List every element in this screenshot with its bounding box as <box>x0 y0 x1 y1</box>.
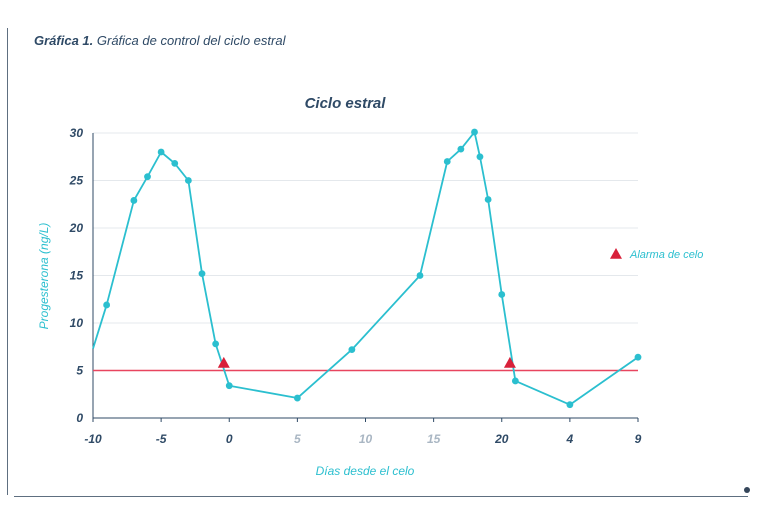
legend-alarm-marker <box>610 248 622 259</box>
caption-text: Gráfica de control del ciclo estral <box>93 33 286 48</box>
alarm-marker <box>503 356 516 368</box>
alarm-marker <box>217 356 230 368</box>
data-point <box>171 160 179 167</box>
data-point <box>634 353 642 361</box>
data-point <box>198 270 206 277</box>
x-tick-label: 10 <box>359 432 373 446</box>
frame-left-border <box>7 28 8 495</box>
y-tick-label: 5 <box>76 364 83 378</box>
y-tick-label: 15 <box>70 269 84 283</box>
progesterone-line <box>92 131 639 406</box>
x-tick-label: 20 <box>494 432 509 446</box>
data-point <box>293 394 301 402</box>
data-point <box>471 128 478 136</box>
legend: Alarma de celo <box>610 248 703 261</box>
data-point <box>484 196 492 203</box>
data-point <box>498 291 506 298</box>
x-tick-label: 4 <box>566 432 574 446</box>
x-tick-label: 0 <box>226 432 233 446</box>
y-tick-label: 30 <box>70 126 84 140</box>
data-point <box>212 340 220 348</box>
data-point <box>566 401 574 409</box>
data-point <box>144 173 151 181</box>
data-point <box>157 148 165 156</box>
legend-alarm-label: Alarma de celo <box>629 249 703 261</box>
data-point <box>184 177 192 184</box>
x-tick-label: -10 <box>84 432 102 446</box>
data-point <box>416 272 424 279</box>
data-point <box>103 301 111 309</box>
x-axis-label: Días desde el celo <box>316 464 415 478</box>
frame-corner-dot <box>744 487 750 493</box>
x-tick-label: 15 <box>427 432 441 446</box>
data-point <box>348 346 356 353</box>
y-tick-label: 0 <box>76 411 83 425</box>
y-tick-label: 25 <box>69 174 84 188</box>
y-tick-label: 20 <box>69 221 84 235</box>
y-tick-label: 10 <box>70 316 84 330</box>
data-point <box>511 377 519 385</box>
data-point <box>225 382 233 390</box>
data-point <box>476 153 484 161</box>
y-axis-label: Progesterona (ng/L) <box>37 223 51 330</box>
x-tick-label: 5 <box>294 432 301 446</box>
data-point <box>130 197 138 204</box>
x-tick-label: -5 <box>156 432 167 446</box>
chart-title: Ciclo estral <box>305 95 387 112</box>
figure-caption: Gráfica 1. Gráfica de control del ciclo … <box>34 33 285 48</box>
data-point <box>457 145 465 153</box>
caption-bold: Gráfica 1. <box>34 33 94 48</box>
data-point <box>443 158 451 165</box>
x-tick-label: 9 <box>635 432 642 446</box>
frame-bottom-border <box>14 496 748 497</box>
